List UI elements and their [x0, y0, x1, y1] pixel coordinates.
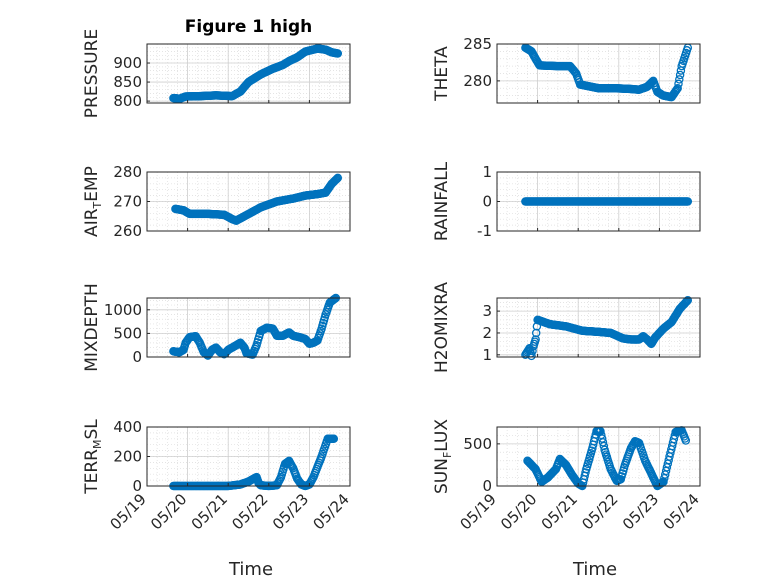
y-axis-label: MIXDEPTH	[82, 283, 102, 372]
y-tick-label: 200	[113, 448, 142, 466]
axes-box	[146, 43, 351, 104]
data-point	[331, 175, 341, 184]
subplot-2: 280 285 THETA	[432, 35, 701, 104]
x-axis-label-right: Time	[572, 559, 617, 580]
subplot-6: 1 2 3 H2OMIXRA	[432, 282, 701, 373]
y-tick-label: 280	[113, 163, 142, 181]
data-point	[332, 174, 342, 183]
y-tick-label: 0	[482, 193, 492, 211]
data-point	[581, 468, 590, 477]
data-point	[672, 85, 682, 94]
data-point	[683, 197, 693, 206]
y-tick-label: 800	[113, 92, 142, 110]
y-tick-label: 400	[113, 418, 142, 436]
y-axis-label: AIRTEMP	[82, 166, 104, 237]
subplot-3: 260 270 280 AIRTEMP	[82, 163, 351, 240]
y-tick-label: 500	[463, 435, 492, 453]
y-tick-label: 260	[113, 222, 142, 240]
axes-box	[496, 426, 701, 487]
y-tick-label: 2	[482, 324, 492, 342]
y-tick-label: 0	[482, 477, 492, 495]
axes-box	[496, 297, 701, 358]
y-axis-label: PRESSURE	[82, 29, 102, 118]
data-point	[333, 173, 343, 183]
y-tick-label: 1	[482, 346, 492, 364]
data-point	[673, 84, 682, 93]
data-point	[675, 75, 684, 84]
data-point	[330, 176, 340, 185]
y-tick-label: 3	[482, 302, 492, 320]
axes-box	[146, 297, 351, 358]
y-tick-label: 280	[463, 72, 492, 90]
data-point	[681, 436, 691, 445]
data-point	[599, 441, 609, 451]
plot-title: Figure 1 high	[185, 17, 313, 37]
data-point	[570, 67, 579, 76]
y-axis-label: SUNFLUX	[432, 419, 454, 494]
data-point	[531, 335, 540, 344]
data-point	[671, 86, 681, 96]
y-tick-label: 900	[113, 54, 142, 72]
data-point	[527, 351, 536, 361]
data-point	[683, 295, 693, 305]
data-point	[329, 434, 339, 444]
y-tick-label: 0	[132, 477, 142, 495]
data-point	[675, 70, 685, 80]
y-tick-label: 500	[113, 324, 142, 342]
data-point	[681, 298, 690, 308]
y-axis-label: THETA	[432, 46, 452, 102]
y-axis-label: TERRMSL	[82, 419, 104, 495]
data-point	[333, 49, 343, 58]
y-tick-label: 1	[482, 163, 492, 181]
y-axis-label: H2OMIXRA	[432, 282, 452, 373]
y-tick-label: 1000	[104, 301, 142, 319]
y-axis-label: RAINFALL	[432, 161, 452, 241]
y-tick-label: 0	[132, 348, 142, 366]
subplot-4: -1 0 1 RAINFALL	[432, 161, 701, 241]
y-tick-label: 850	[113, 73, 142, 91]
data-point	[674, 79, 683, 89]
y-tick-label: -1	[477, 222, 492, 240]
x-axis-label-left: Time	[228, 559, 273, 580]
y-tick-label: 270	[113, 193, 142, 211]
axes-box	[496, 43, 701, 104]
y-tick-label: 285	[463, 35, 492, 53]
